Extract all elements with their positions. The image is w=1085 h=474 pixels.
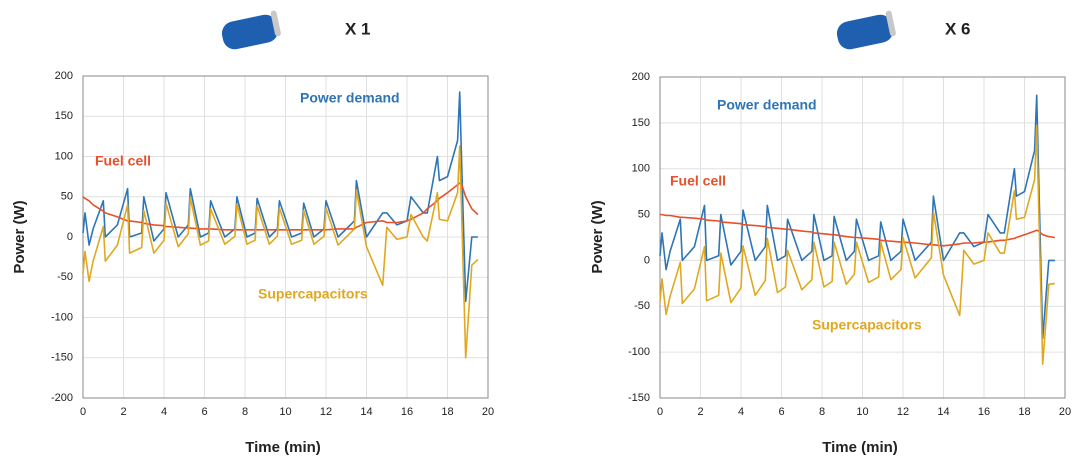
series-line <box>82 145 479 359</box>
x-tick-label: 2 <box>120 406 126 418</box>
y-tick-label: 150 <box>632 117 650 129</box>
y-tick-label: 150 <box>55 110 73 122</box>
series-line <box>659 94 1055 340</box>
x-tick-label: 18 <box>1018 406 1030 418</box>
y-tick-label: 100 <box>632 163 650 175</box>
y-tick-label: -200 <box>51 392 73 404</box>
y-tick-label: 100 <box>55 150 73 162</box>
series-label: Supercapacitors <box>812 317 922 333</box>
chart-title: X 6 <box>945 19 971 38</box>
y-tick-label: 200 <box>632 71 650 83</box>
x-tick-label: 16 <box>401 406 413 418</box>
x-tick-label: 2 <box>697 406 703 418</box>
x-tick-label: 14 <box>937 406 949 418</box>
x-tick-label: 14 <box>360 406 372 418</box>
x-tick-label: 6 <box>778 406 784 418</box>
series-label: Fuel cell <box>670 173 726 189</box>
series-label: Fuel cell <box>95 153 151 169</box>
x-tick-label: 12 <box>320 406 332 418</box>
y-tick-label: 0 <box>644 254 650 266</box>
x-tick-label: 4 <box>161 406 167 418</box>
x-tick-label: 4 <box>738 406 744 418</box>
x-tick-label: 8 <box>819 406 825 418</box>
y-tick-label: -100 <box>628 346 650 358</box>
series-line <box>660 213 1056 247</box>
y-tick-label: -50 <box>634 300 650 312</box>
battery-icon <box>836 10 896 50</box>
y-tick-label: 50 <box>61 191 73 203</box>
y-tick-label: -100 <box>51 311 73 323</box>
y-tick-label: -50 <box>57 271 73 283</box>
series-label: Power demand <box>300 90 400 106</box>
chart-title: X 1 <box>345 19 371 38</box>
x-tick-label: 16 <box>978 406 990 418</box>
x-tick-label: 8 <box>242 406 248 418</box>
x-tick-label: 20 <box>1059 406 1071 418</box>
x-tick-label: 20 <box>482 406 494 418</box>
series-label: Supercapacitors <box>258 286 368 302</box>
y-tick-label: 200 <box>55 70 73 82</box>
x-tick-label: 10 <box>279 406 291 418</box>
plot-frame <box>659 76 1066 399</box>
battery-icon <box>221 10 281 50</box>
y-axis-label: Power (W) <box>11 200 28 273</box>
y-tick-label: -150 <box>628 392 650 404</box>
y-tick-label: 50 <box>638 208 650 220</box>
series-label: Power demand <box>717 97 817 113</box>
y-tick-label: -150 <box>51 352 73 364</box>
y-tick-label: 0 <box>67 231 73 243</box>
x-tick-label: 0 <box>80 406 86 418</box>
x-tick-label: 18 <box>441 406 453 418</box>
y-axis-label: Power (W) <box>589 200 606 273</box>
x-tick-label: 12 <box>897 406 909 418</box>
plot-frame <box>82 75 489 399</box>
x-tick-label: 6 <box>201 406 207 418</box>
x-tick-label: 10 <box>856 406 868 418</box>
x-axis-label: Time (min) <box>245 439 321 456</box>
x-tick-label: 0 <box>657 406 663 418</box>
x-axis-label: Time (min) <box>822 439 898 456</box>
series-line <box>659 124 1056 365</box>
